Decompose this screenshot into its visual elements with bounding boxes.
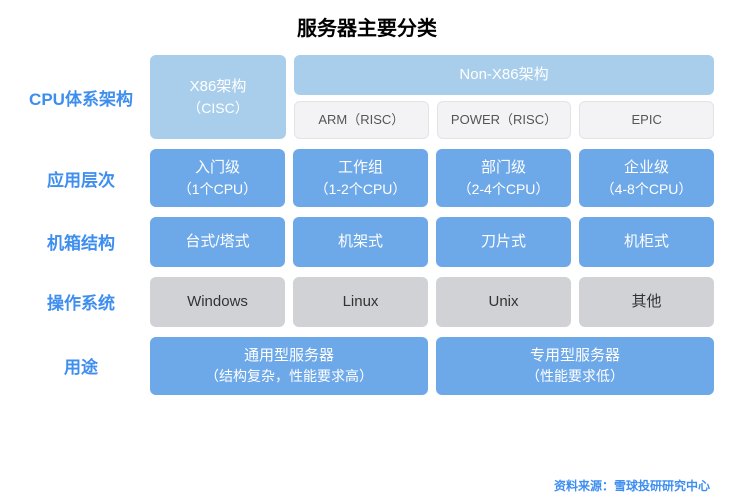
cell-app-entry-l2: （1个CPU） bbox=[178, 179, 257, 199]
cell-app-dept: 部门级 （2-4个CPU） bbox=[436, 149, 571, 207]
cell-purpose-general-l2: （结构复杂，性能要求高） bbox=[205, 366, 373, 386]
diagram-title: 服务器主要分类 bbox=[20, 12, 714, 41]
cell-purpose-general: 通用型服务器 （结构复杂，性能要求高） bbox=[150, 337, 428, 395]
row-chassis: 机箱结构 台式/塔式 机架式 刀片式 机柜式 bbox=[20, 217, 714, 267]
cell-app-dept-l1: 部门级 bbox=[481, 157, 526, 179]
cell-os-windows: Windows bbox=[150, 277, 285, 327]
cell-purpose-dedicated-l2: （性能要求低） bbox=[526, 366, 624, 386]
cell-os-other: 其他 bbox=[579, 277, 714, 327]
cell-app-workgroup-l2: （1-2个CPU） bbox=[315, 179, 407, 199]
cell-app-enterprise-l1: 企业级 bbox=[624, 157, 669, 179]
cell-epic: EPIC bbox=[579, 101, 714, 139]
cell-arm: ARM（RISC） bbox=[294, 101, 429, 139]
cell-x86: X86架构 （CISC） bbox=[150, 55, 286, 139]
cell-app-enterprise: 企业级 （4-8个CPU） bbox=[579, 149, 714, 207]
cell-chassis-rack: 机架式 bbox=[293, 217, 428, 267]
cell-power: POWER（RISC） bbox=[437, 101, 572, 139]
row-label-purpose: 用途 bbox=[20, 337, 142, 395]
row-app: 应用层次 入门级 （1个CPU） 工作组 （1-2个CPU） 部门级 （2-4个… bbox=[20, 149, 714, 207]
cell-app-enterprise-l2: （4-8个CPU） bbox=[601, 179, 693, 199]
row-cpu: CPU体系架构 X86架构 （CISC） Non-X86架构 ARM（RISC）… bbox=[20, 55, 714, 139]
cell-chassis-cabinet: 机柜式 bbox=[579, 217, 714, 267]
cell-app-workgroup-l1: 工作组 bbox=[338, 157, 383, 179]
row-label-app: 应用层次 bbox=[20, 149, 142, 207]
cell-purpose-dedicated: 专用型服务器 （性能要求低） bbox=[436, 337, 714, 395]
cell-purpose-dedicated-l1: 专用型服务器 bbox=[530, 345, 620, 367]
row-label-cpu: CPU体系架构 bbox=[20, 55, 142, 139]
cell-app-entry-l1: 入门级 bbox=[195, 157, 240, 179]
cell-app-dept-l2: （2-4个CPU） bbox=[458, 179, 550, 199]
row-label-chassis: 机箱结构 bbox=[20, 217, 142, 267]
cell-os-unix: Unix bbox=[436, 277, 571, 327]
row-purpose: 用途 通用型服务器 （结构复杂，性能要求高） 专用型服务器 （性能要求低） bbox=[20, 337, 714, 395]
cell-nonx86: Non-X86架构 bbox=[294, 55, 714, 95]
cell-chassis-tower: 台式/塔式 bbox=[150, 217, 285, 267]
source-footer: 资料来源：雪球投研研究中心 bbox=[554, 477, 710, 494]
cell-x86-line1: X86架构 bbox=[190, 76, 247, 98]
cell-app-entry: 入门级 （1个CPU） bbox=[150, 149, 285, 207]
cell-x86-line2: （CISC） bbox=[187, 98, 248, 118]
cell-chassis-blade: 刀片式 bbox=[436, 217, 571, 267]
cell-purpose-general-l1: 通用型服务器 bbox=[244, 345, 334, 367]
cell-app-workgroup: 工作组 （1-2个CPU） bbox=[293, 149, 428, 207]
row-os: 操作系统 Windows Linux Unix 其他 bbox=[20, 277, 714, 327]
cell-os-linux: Linux bbox=[293, 277, 428, 327]
row-label-os: 操作系统 bbox=[20, 277, 142, 327]
